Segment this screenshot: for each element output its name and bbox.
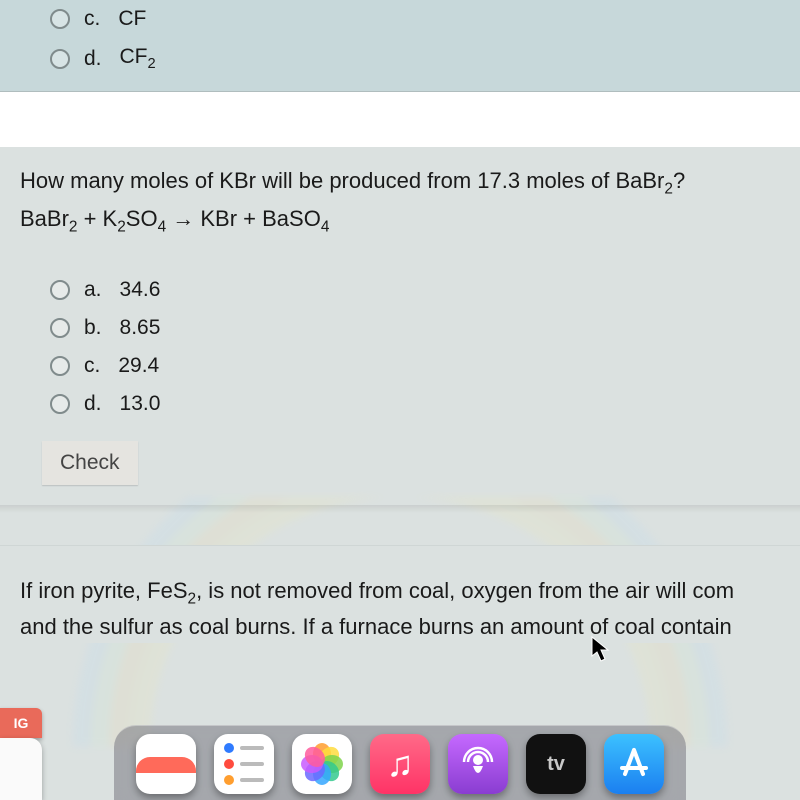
option-b[interactable]: b. 8.65 <box>20 309 780 347</box>
previous-question-block: c. CF d. CF2 <box>0 0 800 92</box>
podcast-glyph-icon <box>458 744 498 784</box>
next-question-line2: and the sulfur as coal burns. If a furna… <box>20 610 780 643</box>
question-block: How many moles of KBr will be produced f… <box>0 147 800 504</box>
reminders-icon[interactable] <box>214 734 274 794</box>
appstore-icon[interactable] <box>604 734 664 794</box>
option-d[interactable]: d. 13.0 <box>20 385 780 423</box>
music-note-icon: ♫ <box>387 743 414 785</box>
option-letter: c. <box>84 354 100 378</box>
next-question-line1: If iron pyrite, FeS2, is not removed fro… <box>20 574 780 611</box>
option-label: CF <box>118 7 146 31</box>
prev-option-d[interactable]: d. CF2 <box>20 38 780 79</box>
question-prompt: How many moles of KBr will be produced f… <box>20 165 780 201</box>
question-equation: BaBr2 + K2SO4 → KBr + BaSO4 <box>20 203 780 239</box>
option-a[interactable]: a. 34.6 <box>20 271 780 309</box>
option-label: 29.4 <box>118 354 159 378</box>
radio-icon <box>50 394 70 414</box>
quiz-page: c. CF d. CF2 How many moles of KBr will be … <box>0 0 800 800</box>
option-label: CF2 <box>120 45 156 72</box>
block-separator <box>0 92 800 147</box>
option-letter: b. <box>84 316 102 340</box>
radio-icon <box>50 318 70 338</box>
prev-option-c[interactable]: c. CF <box>20 0 780 38</box>
next-question-block: If iron pyrite, FeS2, is not removed fro… <box>0 545 800 644</box>
radio-icon <box>50 280 70 300</box>
radio-icon <box>50 49 70 69</box>
radio-icon <box>50 356 70 376</box>
macos-dock: IG ♫tv <box>0 724 800 800</box>
option-label: 34.6 <box>120 278 161 302</box>
option-letter: a. <box>84 278 102 302</box>
podcasts-icon[interactable] <box>448 734 508 794</box>
photos-icon[interactable] <box>292 734 352 794</box>
appstore-glyph-icon <box>614 744 654 784</box>
option-letter: d. <box>84 392 102 416</box>
radio-icon <box>50 9 70 29</box>
option-letter: c. <box>84 7 100 31</box>
music-icon[interactable]: ♫ <box>370 734 430 794</box>
dock-tray: ♫ tv <box>114 725 686 800</box>
option-label: 13.0 <box>120 392 161 416</box>
calendar-icon[interactable] <box>136 734 196 794</box>
check-button[interactable]: Check <box>42 441 138 485</box>
tv-icon[interactable]: tv <box>526 734 586 794</box>
option-letter: d. <box>84 47 102 71</box>
dock-left-app-partial[interactable] <box>0 738 42 800</box>
option-label: 8.65 <box>120 316 161 340</box>
answer-options: a. 34.6 b. 8.65 c. 29.4 d. 13.0 <box>20 271 780 423</box>
option-c[interactable]: c. 29.4 <box>20 347 780 385</box>
dock-left-badge: IG <box>0 708 42 738</box>
mouse-cursor-icon <box>590 636 612 664</box>
